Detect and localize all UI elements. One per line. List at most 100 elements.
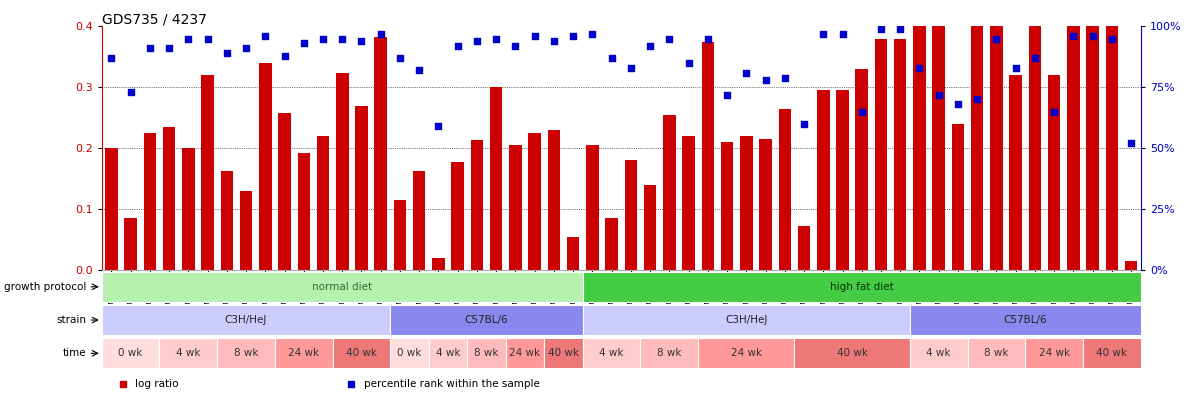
Bar [682, 136, 694, 270]
Point [871, 26, 891, 32]
Point [467, 38, 486, 44]
Bar [102, 338, 159, 368]
Text: 4 wk: 4 wk [600, 348, 624, 358]
Bar [625, 160, 637, 270]
Point [967, 96, 986, 103]
Bar [567, 237, 579, 270]
Bar [952, 124, 965, 270]
Text: 24 wk: 24 wk [1039, 348, 1070, 358]
Text: 4 wk: 4 wk [176, 348, 201, 358]
Bar [432, 258, 445, 270]
Bar [217, 338, 275, 368]
Bar [528, 133, 541, 270]
Bar [1047, 75, 1061, 270]
Text: strain: strain [56, 315, 86, 325]
Text: 4 wk: 4 wk [926, 348, 950, 358]
Point [891, 26, 910, 32]
Bar [220, 171, 233, 270]
Point [1083, 33, 1102, 39]
Text: C3H/HeJ: C3H/HeJ [225, 315, 267, 325]
Bar [390, 338, 429, 368]
Point [776, 74, 795, 81]
Bar [182, 148, 195, 270]
Bar [797, 226, 810, 270]
Bar [583, 272, 1141, 302]
Point [1026, 55, 1045, 61]
Bar [278, 113, 291, 270]
Point [140, 45, 159, 51]
Bar [913, 0, 925, 270]
Bar [894, 38, 906, 270]
Point [352, 38, 371, 44]
Bar [333, 338, 390, 368]
Text: 24 wk: 24 wk [730, 348, 761, 358]
Point [159, 45, 178, 51]
Bar [606, 218, 618, 270]
Bar [740, 136, 753, 270]
Bar [698, 338, 795, 368]
Text: time: time [62, 348, 86, 358]
Bar [163, 127, 175, 270]
Point [294, 40, 314, 47]
Text: 8 wk: 8 wk [474, 348, 499, 358]
Bar [356, 106, 367, 270]
Point [333, 35, 352, 42]
Text: normal diet: normal diet [312, 282, 372, 292]
Point [102, 55, 121, 61]
Bar [818, 90, 830, 270]
Bar [778, 109, 791, 270]
Text: C57BL/6: C57BL/6 [1003, 315, 1047, 325]
Bar [144, 133, 156, 270]
Bar [239, 191, 253, 270]
Point [679, 60, 698, 66]
Text: 40 wk: 40 wk [346, 348, 377, 358]
Bar [451, 162, 464, 270]
Bar [795, 338, 910, 368]
Text: 40 wk: 40 wk [1096, 348, 1128, 358]
Point [237, 45, 256, 51]
Point [409, 67, 429, 73]
Bar [837, 90, 849, 270]
Point [1102, 35, 1122, 42]
Bar [759, 139, 772, 270]
Text: log ratio: log ratio [135, 379, 178, 389]
Bar [701, 42, 715, 270]
Point [256, 33, 275, 39]
Bar [856, 69, 868, 270]
Bar [390, 305, 583, 335]
Point [660, 35, 679, 42]
Bar [1125, 261, 1137, 270]
Point [487, 35, 506, 42]
Point [1122, 140, 1141, 147]
Bar [201, 75, 214, 270]
Bar [1106, 0, 1118, 270]
Text: 40 wk: 40 wk [548, 348, 579, 358]
Point [833, 30, 852, 37]
Bar [394, 200, 406, 270]
Point [852, 109, 871, 115]
Bar [105, 148, 117, 270]
Text: 24 wk: 24 wk [288, 348, 320, 358]
Text: C57BL/6: C57BL/6 [464, 315, 509, 325]
Bar [429, 338, 467, 368]
Bar [506, 338, 545, 368]
Point [910, 64, 929, 71]
Bar [159, 338, 217, 368]
Bar [644, 185, 656, 270]
Text: 0 wk: 0 wk [119, 348, 142, 358]
Bar [1026, 338, 1083, 368]
Bar [548, 130, 560, 270]
Point [371, 30, 390, 37]
Text: percentile rank within the sample: percentile rank within the sample [364, 379, 540, 389]
Bar [490, 87, 503, 270]
Bar [990, 0, 1003, 270]
Bar [275, 338, 333, 368]
Point [506, 43, 525, 49]
Point [1064, 33, 1083, 39]
Point [564, 33, 583, 39]
Point [390, 55, 409, 61]
Text: high fat diet: high fat diet [830, 282, 894, 292]
Point [429, 123, 448, 130]
Bar [875, 38, 887, 270]
Point [929, 92, 948, 98]
